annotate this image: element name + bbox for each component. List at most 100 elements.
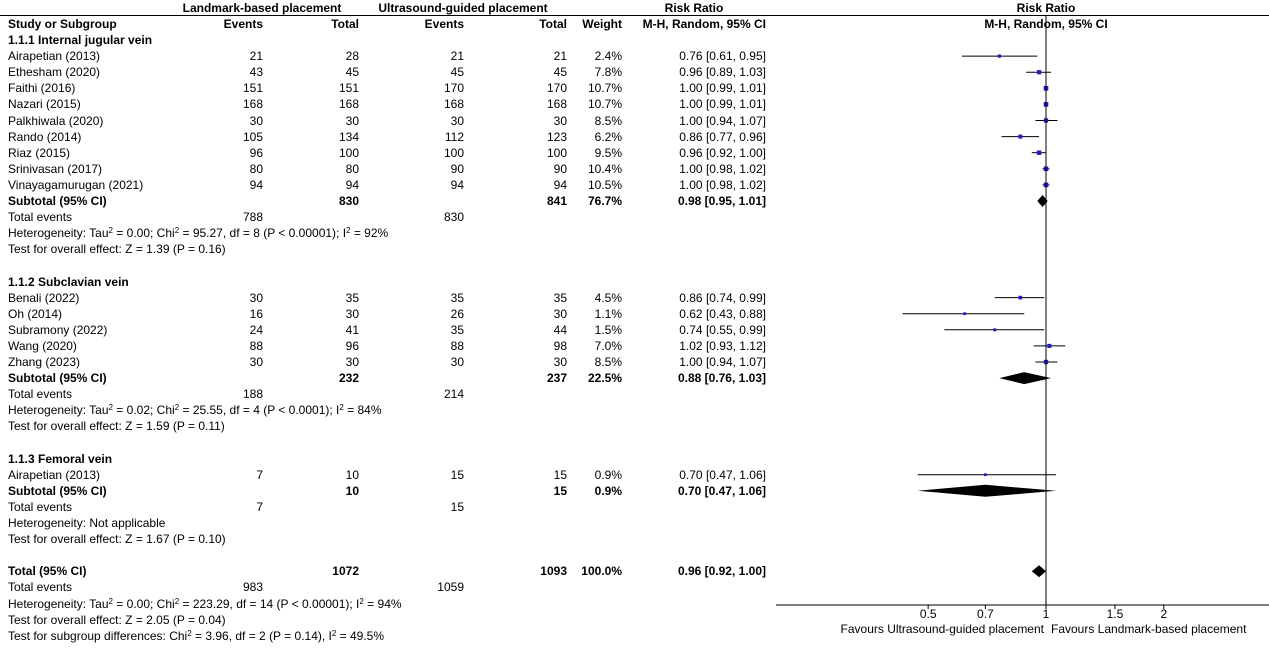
total2-cell: 30 xyxy=(553,355,567,369)
events1-cell: 43 xyxy=(249,65,263,80)
favours-right-label: Favours Landmark-based placement xyxy=(1051,622,1247,636)
total1-cell: 94 xyxy=(345,177,359,192)
events2-cell: 94 xyxy=(450,177,464,192)
weight-cell: 1.1% xyxy=(594,306,622,321)
subgroup-differences-text-part: Test for subgroup differences: Chi xyxy=(8,628,188,643)
total2-cell: 170 xyxy=(546,81,567,96)
ci-cell: 0.96 [0.89, 1.03] xyxy=(679,65,766,80)
weight-cell: 6.2% xyxy=(594,129,622,144)
header-events2: Events xyxy=(424,17,464,31)
heterogeneity-text: Heterogeneity: Not applicable xyxy=(8,516,166,530)
weight-cell: 10.5% xyxy=(587,177,622,192)
heterogeneity-text-part: = 95.27, df = 8 (P < 0.00001); I xyxy=(179,226,347,241)
weight-cell: 4.5% xyxy=(594,290,622,305)
total-diamond xyxy=(1031,565,1046,578)
events1-cell: 88 xyxy=(249,338,263,353)
total-ci: 0.96 [0.92, 1.00] xyxy=(677,564,766,579)
subgroup-title: 1.1.3 Femoral vein xyxy=(8,451,113,466)
total1-cell: 96 xyxy=(345,338,359,353)
header-group2: Ultrasound-guided placement xyxy=(378,1,548,15)
subtotal-label: Subtotal (95% CI) xyxy=(8,194,107,208)
total-events2: 830 xyxy=(443,210,464,225)
total-events1: 983 xyxy=(242,580,263,595)
total2-cell: 90 xyxy=(553,161,567,176)
weight-cell: 2.4% xyxy=(594,49,622,64)
events2-cell: 112 xyxy=(444,129,464,144)
events2-cell: 35 xyxy=(450,290,464,305)
total-events-label: Total events xyxy=(8,580,73,595)
events1-cell: 16 xyxy=(249,306,263,321)
total-events1: 788 xyxy=(242,210,263,225)
header-rr-plot: Risk Ratio xyxy=(1016,1,1076,15)
superscript: 2 xyxy=(108,226,113,236)
subtotal-total2: 237 xyxy=(546,371,567,386)
subtotal-label: Subtotal (95% CI) xyxy=(8,371,107,386)
total2-cell: 30 xyxy=(553,113,567,128)
total1-cell: 134 xyxy=(338,129,359,144)
subtotal-total1: 232 xyxy=(338,371,359,386)
total1-cell: 28 xyxy=(345,49,359,64)
total1-cell: 168 xyxy=(338,97,359,112)
x-tick-label: 1.5 xyxy=(1106,607,1124,621)
events2-cell: 26 xyxy=(450,306,464,321)
total-heterogeneity-text: Heterogeneity: Tau2 = 0.00; Chi2 = 223.2… xyxy=(8,597,402,611)
ci-cell: 1.00 [0.94, 1.07] xyxy=(679,355,766,369)
ci-cell: 0.96 [0.92, 1.00] xyxy=(679,145,766,160)
study-point xyxy=(1018,134,1023,139)
weight-cell: 10.7% xyxy=(587,97,622,112)
total2-cell: 98 xyxy=(553,338,567,353)
subtotal-diamond xyxy=(1037,195,1048,207)
header-study: Study or Subgroup xyxy=(8,17,117,31)
header-method-table: M-H, Random, 95% CI xyxy=(642,17,766,31)
weight-cell: 0.9% xyxy=(594,467,622,482)
events1-cell: 21 xyxy=(249,49,263,64)
subgroup-differences-text-part: = 49.5% xyxy=(336,628,385,643)
subtotal-ci: 0.98 [0.95, 1.01] xyxy=(677,194,766,208)
subtotal-weight: 0.9% xyxy=(594,483,622,498)
total-events2: 15 xyxy=(450,499,464,514)
total-label: Total (95% CI) xyxy=(8,564,87,579)
weight-cell: 9.5% xyxy=(594,145,622,160)
weight-cell: 7.8% xyxy=(594,65,622,80)
weight-cell: 1.5% xyxy=(594,322,622,337)
total1-cell: 30 xyxy=(345,355,359,369)
events2-cell: 100 xyxy=(443,145,464,160)
events2-cell: 170 xyxy=(443,81,464,96)
heterogeneity-text-part: Heterogeneity: Tau xyxy=(8,403,109,418)
subgroup-differences-text: Test for subgroup differences: Chi2 = 3.… xyxy=(8,629,384,643)
subtotal-ci: 0.70 [0.47, 1.06] xyxy=(677,483,766,498)
ci-cell: 1.02 [0.93, 1.12] xyxy=(679,338,766,353)
heterogeneity-text-part: = 92% xyxy=(350,226,389,241)
x-tick-label: 2 xyxy=(1160,607,1168,621)
total-events-label: Total events xyxy=(8,499,73,514)
total1-cell: 80 xyxy=(345,161,359,176)
events1-cell: 24 xyxy=(249,322,263,337)
events2-cell: 168 xyxy=(443,97,464,112)
favours-left-label: Favours Ultrasound-guided placement xyxy=(840,622,1044,636)
weight-cell: 8.5% xyxy=(594,113,622,128)
events2-cell: 30 xyxy=(450,113,464,128)
events1-cell: 30 xyxy=(249,113,263,128)
superscript: 2 xyxy=(174,596,180,606)
total1-cell: 151 xyxy=(338,81,359,96)
weight-cell: 7.0% xyxy=(594,338,622,353)
study-name: Rando (2014) xyxy=(8,129,82,144)
study-name: Palkhiwala (2020) xyxy=(8,113,104,128)
heterogeneity-text-part: Heterogeneity: Tau xyxy=(8,226,109,241)
total-events-label: Total events xyxy=(8,210,73,225)
subtotal-diamond xyxy=(917,484,1056,497)
events1-cell: 96 xyxy=(249,145,263,160)
events1-cell: 80 xyxy=(249,161,263,176)
subtotal-weight: 22.5% xyxy=(587,371,622,386)
total-heterogeneity-text-part: Heterogeneity: Tau xyxy=(8,596,109,611)
study-name: Nazari (2015) xyxy=(8,97,81,112)
events1-cell: 151 xyxy=(242,81,263,96)
study-point xyxy=(1036,70,1042,75)
events1-cell: 30 xyxy=(249,355,263,369)
total1-cell: 30 xyxy=(345,113,359,128)
header-method-plot: M-H, Random, 95% CI xyxy=(984,17,1108,31)
superscript: 2 xyxy=(174,403,180,413)
x-tick-label: 0.5 xyxy=(919,607,937,621)
study-name: Srinivasan (2017) xyxy=(8,161,103,176)
total-events1: 7 xyxy=(256,499,263,514)
